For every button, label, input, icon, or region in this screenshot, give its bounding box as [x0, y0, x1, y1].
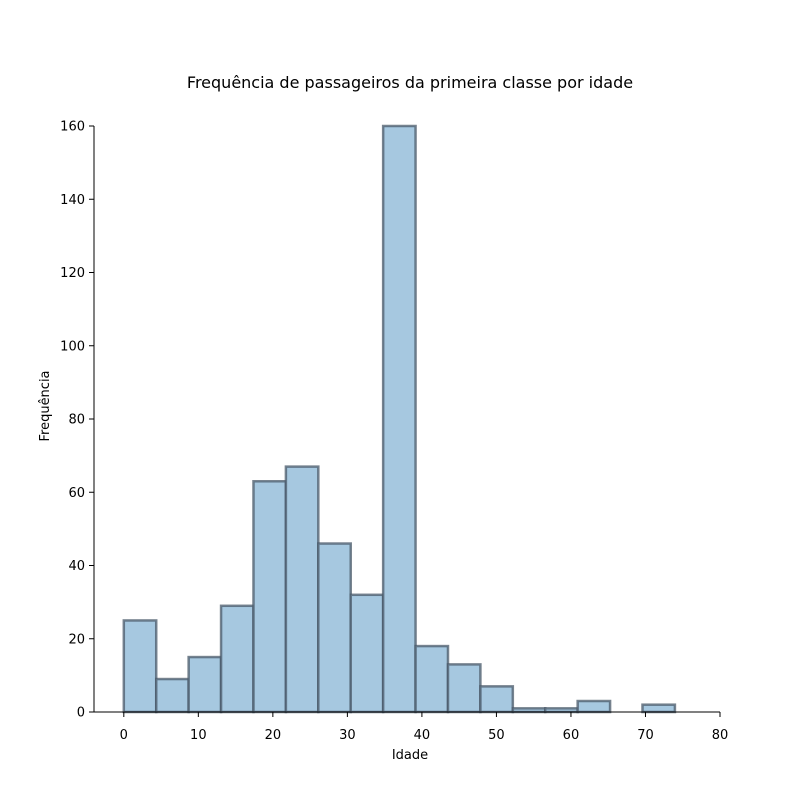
histogram-bar-13: [543, 707, 579, 714]
y-axis-label: Frequência: [38, 370, 53, 441]
axes-group: 0 20 40 60 80 100 120 140 160 0 10 20 30 40 50 60 70 80: [60, 120, 728, 744]
histogram-bar-16: [641, 703, 677, 714]
y-tick-label-120: 120: [60, 266, 85, 281]
x-tick-label-50: 50: [488, 728, 505, 743]
y-tick-label-60: 60: [68, 486, 85, 501]
x-tick-label-70: 70: [637, 728, 654, 743]
y-tick-label-140: 140: [60, 193, 85, 208]
x-tick-label-40: 40: [414, 728, 431, 743]
x-tick-label-20: 20: [265, 728, 282, 743]
y-tick-label-100: 100: [60, 339, 85, 354]
histogram-bar-6: [317, 542, 352, 714]
x-tick-label-80: 80: [712, 728, 729, 743]
x-tick-label-10: 10: [190, 728, 207, 743]
histogram-bar-1: [154, 677, 190, 714]
histogram-bar-7: [349, 593, 385, 714]
histogram-bar-10: [446, 663, 482, 714]
y-tick-label-20: 20: [68, 632, 85, 647]
histogram-bar-4: [252, 480, 288, 714]
y-tick-label-40: 40: [68, 559, 85, 574]
x-axis-label: Idade: [392, 748, 428, 763]
y-tick-label-160: 160: [60, 120, 85, 135]
histogram-bar-12: [511, 707, 547, 714]
x-tick-label-0: 0: [120, 728, 128, 743]
histogram-bar-3: [219, 604, 255, 714]
x-tick-label-30: 30: [339, 728, 356, 743]
bars-group: [122, 124, 677, 714]
chart-title: Frequência de passageiros da primeira cl…: [187, 73, 633, 92]
histogram-bar-0: [122, 619, 158, 714]
y-tick-label-0: 0: [77, 706, 85, 721]
histogram-bar-5: [284, 465, 320, 714]
histogram-bar-2: [187, 655, 223, 714]
histogram-bar-8: [381, 124, 417, 714]
x-tick-label-60: 60: [563, 728, 580, 743]
y-tick-label-80: 80: [68, 413, 85, 428]
histogram-bar-9: [414, 644, 450, 714]
histogram-bar-11: [479, 685, 515, 714]
histogram-bar-14: [576, 699, 612, 714]
